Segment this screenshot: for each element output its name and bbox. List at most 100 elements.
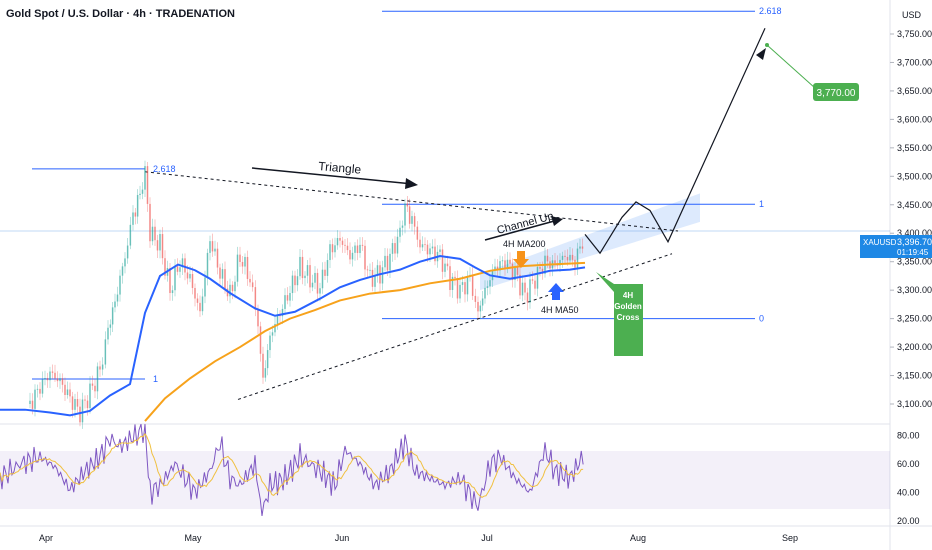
candle-body <box>384 255 386 268</box>
candle-body <box>479 305 482 312</box>
candle-body <box>408 206 411 224</box>
candle-body <box>324 269 326 276</box>
candle-body <box>299 256 301 277</box>
candle-body <box>186 272 189 279</box>
ma200-line <box>144 261 586 422</box>
candle-body <box>421 244 424 248</box>
candle-body <box>61 378 64 385</box>
candle-body <box>351 252 354 260</box>
candle-body <box>456 278 459 299</box>
ma50-arrow <box>548 283 564 300</box>
ma50-line <box>0 254 586 417</box>
candle-body <box>129 224 132 246</box>
candle-body <box>204 277 206 297</box>
candle-body <box>561 255 564 260</box>
candle-body <box>411 216 413 224</box>
candle-body <box>211 241 214 252</box>
candle-body <box>132 212 134 225</box>
candle-body <box>371 269 374 287</box>
channel-arrowhead <box>551 216 563 226</box>
candle-body <box>444 263 446 272</box>
candle-body <box>459 284 461 299</box>
time-tick-label: Aug <box>630 533 646 543</box>
candle-body <box>559 259 561 266</box>
candle-body <box>221 269 224 279</box>
candle-body <box>171 290 174 294</box>
candle-body <box>386 255 389 271</box>
candle-body <box>191 274 194 288</box>
candle-body <box>306 265 309 276</box>
candle-body <box>44 378 46 380</box>
candle-body <box>64 384 66 395</box>
time-tick-label: Apr <box>39 533 53 543</box>
rsi-ma-line <box>0 433 584 499</box>
candle-body <box>226 288 229 297</box>
candle-body <box>571 254 574 260</box>
fib-level-label: 1 <box>153 374 158 384</box>
candle-body <box>79 406 81 423</box>
candle-body <box>174 266 176 291</box>
candle-body <box>66 389 69 395</box>
candle-body <box>291 275 294 294</box>
candle-body <box>281 308 284 317</box>
candle-body <box>569 254 571 261</box>
candle-body <box>466 276 469 295</box>
candle-body <box>159 234 161 251</box>
candle-body <box>101 364 104 370</box>
candle-body <box>181 258 184 268</box>
candle-body <box>176 266 179 272</box>
candle-body <box>254 287 257 310</box>
candle-body <box>76 399 79 407</box>
golden-cross-text-2: Golden <box>614 302 642 311</box>
candle-body <box>509 259 511 264</box>
candle-body <box>434 246 436 262</box>
candle-body <box>529 279 531 303</box>
ma50-label: 4H MA50 <box>541 305 579 315</box>
candle-body <box>394 243 396 254</box>
candle-body <box>219 267 221 279</box>
current-price: 3,396.70 <box>897 237 932 247</box>
candle-body <box>289 293 291 301</box>
candle-body <box>364 245 366 270</box>
candle-body <box>346 245 349 251</box>
candle-body <box>564 255 566 257</box>
candle-body <box>554 260 556 264</box>
candle-body <box>234 281 236 292</box>
candle-body <box>579 246 581 249</box>
time-tick-label: Jun <box>335 533 350 543</box>
projection-arrowhead <box>756 48 766 60</box>
golden-cross-callout <box>596 272 643 356</box>
current-price-tag <box>860 235 932 258</box>
candle-body <box>344 244 346 246</box>
candle-body <box>309 265 311 288</box>
candle-body <box>431 246 434 249</box>
candle-body <box>514 266 516 280</box>
candle-body <box>296 276 299 286</box>
candle-body <box>356 245 359 254</box>
candle-body <box>99 366 101 370</box>
price-tick-label: 3,700.00 <box>897 57 932 67</box>
candle-body <box>179 267 181 272</box>
ma200-arrow <box>513 251 529 268</box>
candle-body <box>94 385 96 392</box>
candle-body <box>406 203 409 207</box>
candle-body <box>109 324 112 328</box>
candle-body <box>504 260 506 270</box>
candle-body <box>257 309 259 327</box>
candle-body <box>86 400 89 409</box>
candle-body <box>419 239 421 248</box>
triangle-upper-line <box>144 171 679 232</box>
candle-body <box>429 248 431 255</box>
candle-body <box>531 279 534 281</box>
candle-body <box>494 266 496 271</box>
candle-body <box>336 238 339 246</box>
chart-title: Gold Spot / U.S. Dollar · 4h · TRADENATI… <box>6 8 235 20</box>
candle-body <box>184 258 186 273</box>
price-tick-label: 3,100.00 <box>897 399 932 409</box>
candle-body <box>526 292 529 303</box>
candle-body <box>284 295 286 309</box>
candle-body <box>239 254 241 262</box>
candle-body <box>136 195 139 217</box>
candle-body <box>311 282 314 288</box>
